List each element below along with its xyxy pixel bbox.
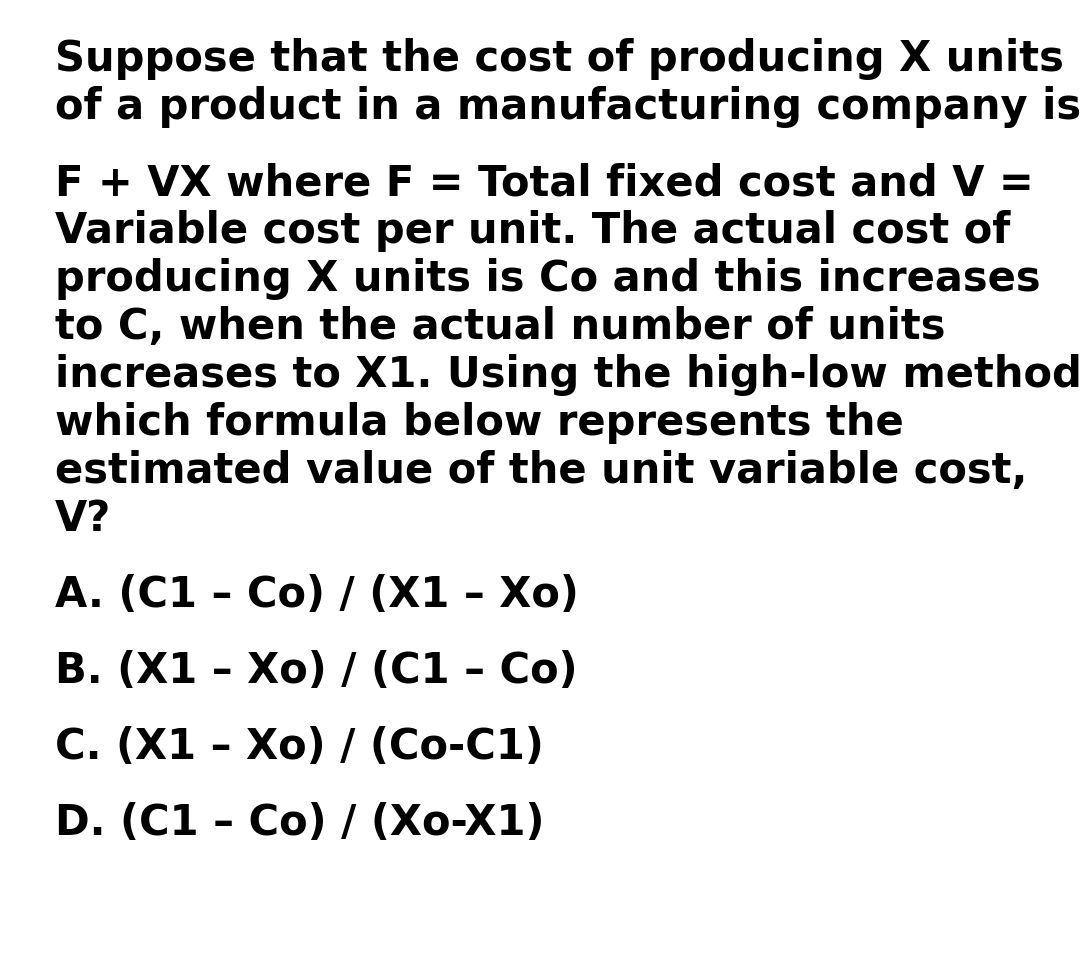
Text: Variable cost per unit. The actual cost of: Variable cost per unit. The actual cost … xyxy=(55,209,1011,252)
Text: D. (C1 – Co) / (Xo-X1): D. (C1 – Co) / (Xo-X1) xyxy=(55,801,544,843)
Text: increases to X1. Using the high-low method: increases to X1. Using the high-low meth… xyxy=(55,354,1080,395)
Text: C. (X1 – Xo) / (Co-C1): C. (X1 – Xo) / (Co-C1) xyxy=(55,725,544,767)
Text: producing X units is Co and this increases: producing X units is Co and this increas… xyxy=(55,258,1041,299)
Text: V?: V? xyxy=(55,497,111,540)
Text: F + VX where F = Total fixed cost and V =: F + VX where F = Total fixed cost and V … xyxy=(55,162,1034,203)
Text: of a product in a manufacturing company is: of a product in a manufacturing company … xyxy=(55,86,1080,128)
Text: to C, when the actual number of units: to C, when the actual number of units xyxy=(55,305,945,348)
Text: which formula below represents the: which formula below represents the xyxy=(55,401,904,444)
Text: B. (X1 – Xo) / (C1 – Co): B. (X1 – Xo) / (C1 – Co) xyxy=(55,649,578,691)
Text: estimated value of the unit variable cost,: estimated value of the unit variable cos… xyxy=(55,450,1027,491)
Text: A. (C1 – Co) / (X1 – Xo): A. (C1 – Co) / (X1 – Xo) xyxy=(55,574,579,615)
Text: Suppose that the cost of producing X units: Suppose that the cost of producing X uni… xyxy=(55,38,1064,79)
